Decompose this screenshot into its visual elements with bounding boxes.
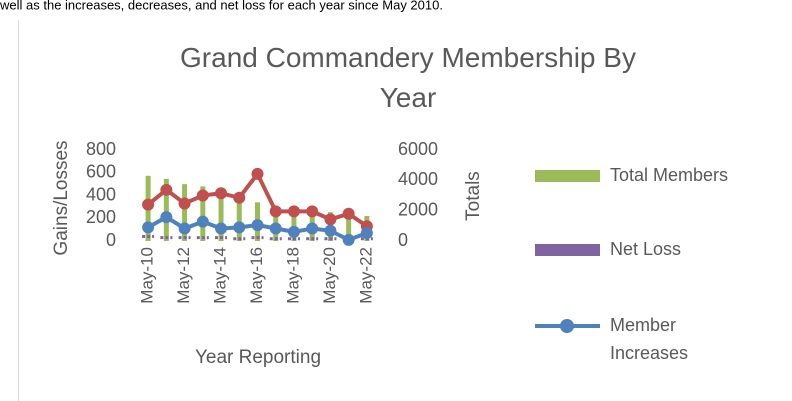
point <box>178 197 191 210</box>
point <box>342 233 355 246</box>
y2-axis-label: Totals <box>463 171 484 221</box>
point <box>142 198 155 211</box>
bar <box>200 186 206 241</box>
point <box>306 205 319 218</box>
y-tick-label: 0 <box>106 230 116 250</box>
y2-tick-label: 4000 <box>398 169 438 189</box>
y-axis-label: Gains/Losses <box>51 140 72 255</box>
y2-tick-label: 0 <box>398 230 408 250</box>
y2-tick-label: 6000 <box>398 139 438 159</box>
x-tick-label: May-14 <box>211 247 230 304</box>
intro-text: well as the increases, decreases, and ne… <box>0 0 443 12</box>
legend-label: Total Members <box>610 165 728 185</box>
y-tick-label: 600 <box>86 162 116 182</box>
x-tick-label: May-16 <box>247 247 266 304</box>
point <box>251 219 264 232</box>
point <box>160 211 173 224</box>
point <box>269 205 282 218</box>
legend-label: Member Increases <box>610 315 688 363</box>
point <box>196 215 209 228</box>
legend-marker <box>560 319 574 333</box>
x-tick-label: May-10 <box>138 247 157 304</box>
bar <box>163 178 169 241</box>
point <box>196 189 209 202</box>
point <box>324 224 337 237</box>
point <box>342 207 355 220</box>
point <box>269 222 282 235</box>
x-tick-label: May-20 <box>320 247 339 304</box>
bar <box>218 190 224 241</box>
legend-label: Net Loss <box>610 239 681 259</box>
point <box>233 191 246 204</box>
point <box>160 183 173 196</box>
bar <box>182 184 188 241</box>
bar <box>236 193 242 241</box>
chart-title: Grand Commandery Membership By Year <box>180 42 636 113</box>
point <box>215 222 228 235</box>
point <box>287 205 300 218</box>
y-tick-label: 200 <box>86 207 116 227</box>
point <box>142 221 155 234</box>
y-tick-label: 800 <box>86 139 116 159</box>
legend-swatch <box>535 170 600 182</box>
point <box>324 213 337 226</box>
x-tick-label: May-18 <box>283 247 302 304</box>
point <box>215 187 228 200</box>
point <box>306 222 319 235</box>
x-tick-label: May-22 <box>356 247 375 304</box>
point <box>233 221 246 234</box>
point <box>251 167 264 180</box>
point <box>360 227 373 240</box>
point <box>178 222 191 235</box>
x-axis-label: Year Reporting <box>195 347 321 368</box>
x-tick-label: May-12 <box>174 247 193 304</box>
point <box>287 225 300 238</box>
legend-swatch <box>535 244 600 256</box>
bar <box>346 216 352 241</box>
y2-tick-label: 2000 <box>398 199 438 219</box>
y-tick-label: 400 <box>86 184 116 204</box>
